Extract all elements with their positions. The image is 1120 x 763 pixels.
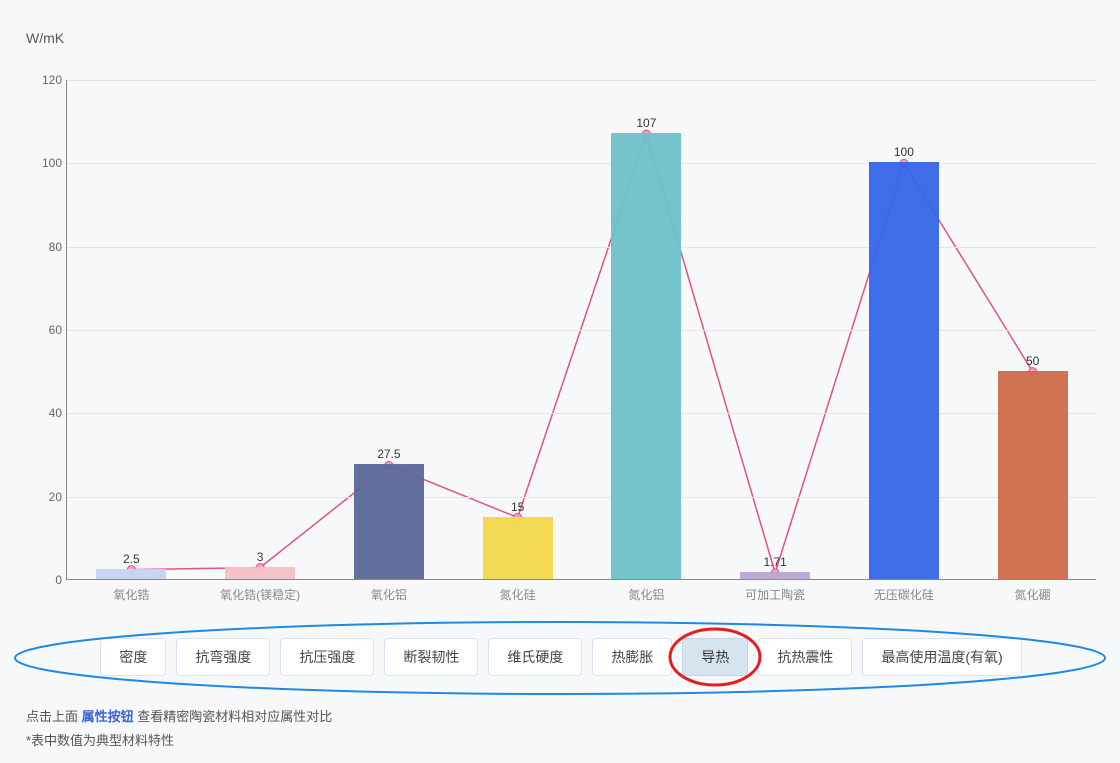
- property-button[interactable]: 密度: [100, 638, 166, 676]
- bar[interactable]: [225, 567, 295, 580]
- footer-link: 属性按钮: [82, 709, 134, 724]
- footer-line-2: *表中数值为典型材料特性: [26, 730, 174, 749]
- bar-value-label: 15: [453, 500, 582, 514]
- footer-suffix: 查看精密陶瓷材料相对应属性对比: [134, 709, 333, 724]
- bar[interactable]: [869, 162, 939, 579]
- gridline: [67, 413, 1096, 414]
- gridline: [67, 247, 1096, 248]
- property-button[interactable]: 最高使用温度(有氧): [862, 638, 1021, 676]
- y-tick-label: 100: [32, 156, 62, 170]
- property-button[interactable]: 断裂韧性: [384, 638, 478, 676]
- x-category-label: 氧化铝: [325, 586, 454, 603]
- x-category-label: 无压碳化硅: [840, 586, 969, 603]
- footer-prefix: 点击上面: [26, 709, 82, 724]
- bar[interactable]: [740, 572, 810, 579]
- property-button[interactable]: 抗热震性: [758, 638, 852, 676]
- property-button[interactable]: 导热: [682, 638, 748, 676]
- y-axis-title: W/mK: [26, 30, 64, 46]
- property-button[interactable]: 热膨胀: [592, 638, 672, 676]
- y-tick-label: 80: [32, 240, 62, 254]
- bar[interactable]: [611, 133, 681, 579]
- bar[interactable]: [354, 464, 424, 579]
- property-buttons-row: 密度抗弯强度抗压强度断裂韧性维氏硬度热膨胀导热抗热震性最高使用温度(有氧): [26, 638, 1096, 676]
- footer-line-1: 点击上面 属性按钮 查看精密陶瓷材料相对应属性对比: [26, 706, 332, 725]
- bar[interactable]: [96, 569, 166, 579]
- y-tick-label: 40: [32, 406, 62, 420]
- y-tick-label: 60: [32, 323, 62, 337]
- x-category-label: 氮化硅: [453, 586, 582, 603]
- bar-value-label: 100: [840, 145, 969, 159]
- x-category-label: 氧化锆: [67, 586, 196, 603]
- bar-value-label: 3: [196, 550, 325, 564]
- y-tick-label: 0: [32, 573, 62, 587]
- bar-value-label: 2.5: [67, 552, 196, 566]
- gridline: [67, 80, 1096, 81]
- chart-container: 0204060801001202.5氧化锆3氧化锆(镁稳定)27.5氧化铝15氮…: [26, 80, 1096, 600]
- property-button[interactable]: 抗弯强度: [176, 638, 270, 676]
- bar[interactable]: [483, 517, 553, 580]
- property-button[interactable]: 维氏硬度: [488, 638, 582, 676]
- x-category-label: 氧化锆(镁稳定): [196, 586, 325, 603]
- x-category-label: 氮化铝: [582, 586, 711, 603]
- y-tick-label: 20: [32, 490, 62, 504]
- gridline: [67, 330, 1096, 331]
- y-tick-label: 120: [32, 73, 62, 87]
- gridline: [67, 163, 1096, 164]
- bar-value-label: 1.71: [711, 555, 840, 569]
- bar[interactable]: [998, 371, 1068, 579]
- x-category-label: 可加工陶瓷: [711, 586, 840, 603]
- gridline: [67, 497, 1096, 498]
- bar-value-label: 50: [968, 354, 1097, 368]
- bar-value-label: 107: [582, 116, 711, 130]
- x-category-label: 氮化硼: [968, 586, 1097, 603]
- bar-value-label: 27.5: [325, 447, 454, 461]
- plot-area: 0204060801001202.5氧化锆3氧化锆(镁稳定)27.5氧化铝15氮…: [66, 80, 1096, 580]
- property-button[interactable]: 抗压强度: [280, 638, 374, 676]
